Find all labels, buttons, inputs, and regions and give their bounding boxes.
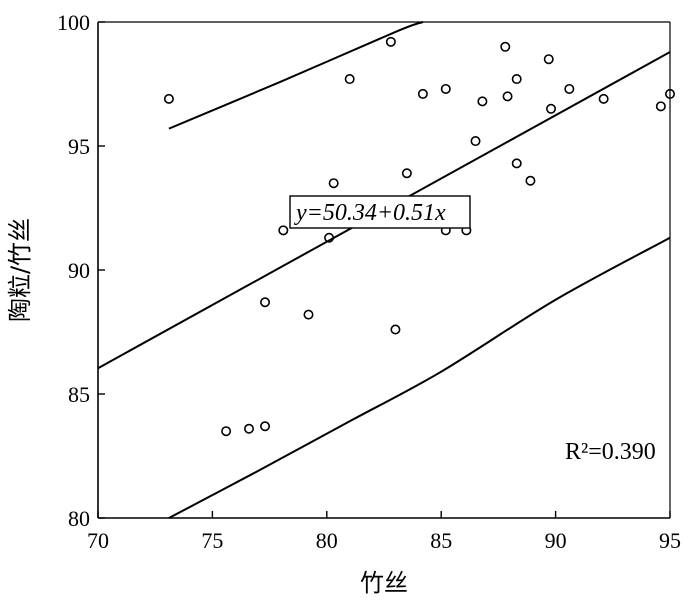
r2-label: R²=0.390	[565, 439, 656, 465]
x-tick-label: 80	[316, 528, 338, 553]
data-point	[344, 74, 355, 85]
data-point	[278, 225, 289, 236]
data-point	[324, 232, 335, 243]
plot-area: 70 75 80 85 90 95 80 85 90 95 100	[57, 10, 681, 553]
data-point	[511, 158, 522, 169]
equation-box	[289, 195, 471, 229]
data-points	[163, 36, 675, 437]
upper-prediction-band	[168, 21, 424, 130]
data-point	[598, 93, 609, 104]
data-point	[477, 96, 488, 107]
data-point	[502, 91, 513, 102]
data-point	[546, 103, 557, 114]
equation-annotation: y=50.34+0.51x	[289, 195, 471, 229]
x-tick-label: 75	[201, 528, 223, 553]
equation-text: y=50.34+0.51x	[294, 200, 446, 226]
data-point	[303, 309, 314, 320]
x-tick-label: 85	[430, 528, 452, 553]
y-tick-label: 100	[57, 10, 90, 35]
y-tick-label: 95	[68, 134, 90, 159]
data-point	[440, 83, 451, 94]
y-tick-label: 80	[68, 506, 90, 531]
data-point	[655, 101, 666, 112]
x-tick-label: 90	[545, 528, 567, 553]
y-ticks: 80 85 90 95 100	[57, 10, 105, 531]
y-axis-title: 陶粒/竹丝	[6, 218, 34, 322]
data-point	[260, 297, 271, 308]
data-point	[260, 421, 271, 432]
data-point	[390, 324, 401, 335]
data-point	[328, 178, 339, 189]
data-point	[417, 88, 428, 99]
data-point	[163, 93, 174, 104]
data-point	[511, 74, 522, 85]
y-tick-label: 85	[68, 382, 90, 407]
data-point	[221, 426, 232, 437]
data-point	[385, 36, 396, 47]
data-point	[543, 54, 554, 65]
data-point	[664, 88, 675, 99]
data-point	[470, 136, 481, 147]
x-axis-title: 竹丝	[360, 569, 408, 597]
data-point	[564, 83, 575, 94]
confidence-bands	[168, 21, 671, 519]
x-tick-label: 95	[659, 528, 681, 553]
data-point	[525, 175, 536, 186]
data-point	[500, 41, 511, 52]
x-ticks: 70 75 80 85 90 95	[87, 511, 681, 553]
lower-prediction-band	[168, 236, 671, 519]
y-tick-label: 90	[68, 258, 90, 283]
x-tick-label: 70	[87, 528, 109, 553]
data-point	[244, 423, 255, 434]
data-point	[401, 168, 412, 179]
